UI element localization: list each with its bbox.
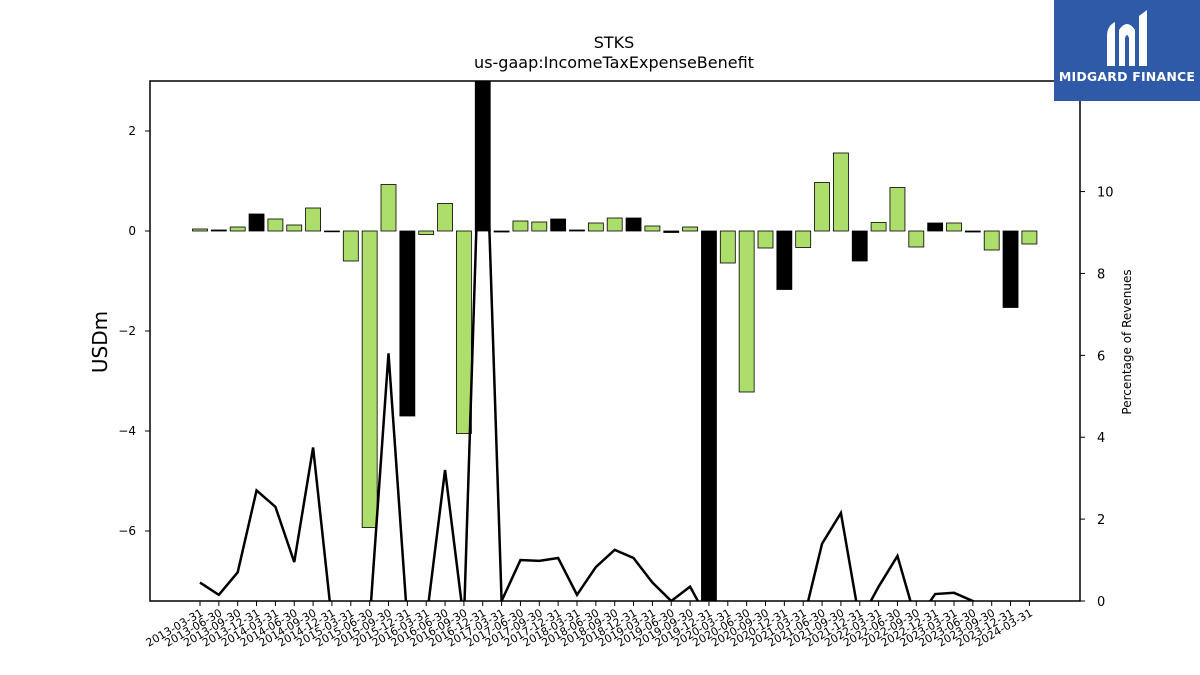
bar [267,218,284,232]
bar [437,203,453,232]
bar [738,230,755,393]
y-tick-label: −6 [118,524,136,538]
y-tick-label: 2 [128,124,136,138]
bar [625,217,642,232]
bar [342,230,359,262]
bar [569,229,585,232]
y2-axis-label: Percentage of Revenues [1120,269,1134,414]
bar [380,184,397,232]
bar [361,230,378,528]
bar [757,230,774,249]
bar [455,230,472,434]
bar [795,230,812,248]
bar [776,230,793,290]
brand-logo: MIDGARD FINANCE [1054,0,1200,101]
bar [719,230,736,264]
bar [286,224,303,232]
y-axis-label: USDm [88,311,112,373]
bar [964,230,981,233]
bar [682,226,698,232]
bar [587,222,604,232]
bar [1021,230,1038,245]
bar [927,222,944,232]
y2-tick-label: 8 [1097,267,1105,282]
bar [1002,230,1019,308]
line-path [199,81,975,601]
y2-tick-label: 6 [1097,349,1105,364]
y-tick-label: 0 [128,224,136,238]
bar [210,229,227,232]
chart-subtitle: us-gaap:IncomeTaxExpenseBenefit [474,53,754,72]
bar [851,230,868,262]
brand-logo-text: MIDGARD FINANCE [1058,69,1196,84]
bar [229,226,246,232]
bar [493,230,510,233]
y-axis-right: 0 2 4 6 8 10 [1080,186,1114,610]
bar [531,221,548,232]
bar [814,182,830,232]
bar [946,222,962,232]
bar [324,230,340,233]
bar [833,152,849,232]
bar [701,230,717,601]
bar [550,218,567,232]
bar [305,207,322,232]
bar [663,230,680,233]
chart-title: STKS [594,33,635,52]
bar [512,220,529,232]
bar [399,230,416,417]
bar [889,187,906,232]
bar [908,230,925,248]
y2-tick-label: 10 [1097,186,1114,201]
bar [606,217,623,232]
bar [248,213,265,232]
y-tick-label: −2 [118,324,136,338]
bar [418,230,435,235]
x-axis: 2013-03-312013-06-302013-09-302013-12-31… [144,601,1035,650]
bar-series [192,81,1038,601]
plot-frame [149,80,1081,602]
bar [192,228,208,232]
y2-tick-label: 2 [1097,513,1105,528]
bar [983,230,1000,251]
line-series [199,81,975,601]
y2-tick-label: 4 [1097,431,1105,446]
bar [870,222,887,232]
y-tick-label: −4 [118,424,136,438]
y2-tick-label: 0 [1097,595,1105,610]
midgard-logo-icon [1107,10,1147,66]
bar [644,225,661,232]
y-axis-left: −6 −4 −2 0 2 [118,124,150,538]
